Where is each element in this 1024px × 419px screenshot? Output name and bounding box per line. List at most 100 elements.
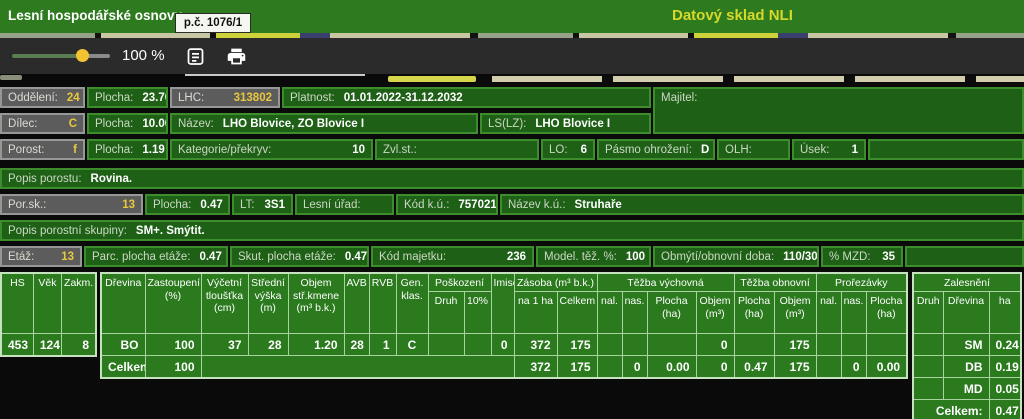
field-label: Porost:: [8, 143, 45, 156]
field-label: Oddělení:: [8, 91, 58, 104]
col-header: nal.: [815, 291, 842, 334]
col-header: Objem (m³): [695, 291, 735, 334]
horizontal-scrollbar[interactable]: [185, 74, 365, 76]
field-porsk: Por.sk.: 13: [0, 194, 143, 215]
field-label: Plocha:: [153, 198, 192, 211]
field-kod-ku: Kód k.ú.: 757021: [396, 194, 498, 215]
cell: 124: [32, 333, 63, 357]
field-value: 01.01.2022-31.12.2032: [343, 91, 463, 104]
col-group-header: Prořezávky: [815, 272, 908, 292]
field-value: f: [73, 143, 77, 156]
field-oddeleni: Oddělení: 24: [0, 87, 85, 108]
app-header: Lesní hospodářské osnovy Datový sklad NL…: [0, 0, 1024, 33]
field-popis-skupiny: Popis porostní skupiny: SM+. Smýtit.: [0, 220, 1024, 241]
col-header: nas.: [840, 291, 867, 334]
field-value: 0.47: [200, 198, 223, 211]
field-label: Kategorie/překryv:: [178, 143, 272, 156]
col-header: Výčetní tloušťka (cm): [200, 272, 249, 334]
parcel-number-badge[interactable]: p.č. 1076/1: [175, 13, 251, 33]
cell: [840, 333, 867, 356]
field-plocha-dilec: Plocha: 10.00: [87, 113, 168, 134]
cell: 1: [368, 333, 397, 356]
field-value: 1: [851, 143, 858, 156]
col-header: na 1 ha: [513, 291, 558, 334]
col-header: HS: [0, 272, 34, 334]
field-value: 23.70: [142, 91, 166, 104]
field-porost: Porost: f: [0, 139, 85, 160]
field-kod-majetku: Kód majetku: 236: [371, 246, 534, 267]
field-value: D: [700, 143, 710, 156]
field-lesni-urad: Lesní úřad:: [295, 194, 394, 215]
field-value: 1.19: [142, 143, 165, 156]
cell: [865, 333, 908, 356]
field-label: Kód k.ú.:: [404, 198, 450, 211]
field-mzd: % MZD: 35: [821, 246, 903, 267]
field-value: 236: [506, 250, 526, 263]
cell: 175: [556, 333, 598, 356]
print-icon[interactable]: [226, 46, 247, 67]
cell: [646, 333, 697, 356]
cell: 175: [773, 355, 817, 379]
field-plocha-oddeleni: Plocha: 23.70: [87, 87, 168, 108]
cell: 28: [247, 333, 289, 356]
field-label: OLH:: [725, 143, 752, 156]
cell: 0: [695, 355, 735, 379]
notes-icon[interactable]: [185, 46, 206, 67]
col-header: Zakm.: [61, 272, 97, 334]
map-fragment: [388, 76, 476, 82]
cell: 1.20: [287, 333, 345, 356]
field-zvlst: Zvl.st.:: [375, 139, 539, 160]
col-header: Celkem: [556, 291, 598, 334]
field-label: Dílec:: [8, 117, 38, 130]
cell: BO: [100, 333, 146, 356]
app-title: Datový sklad NLI: [672, 7, 793, 24]
field-empty: [905, 246, 1024, 267]
col-header: nal.: [596, 291, 623, 334]
cell: 175: [556, 355, 598, 379]
field-skut-plocha: Skut. plocha etáže: 0.47: [230, 246, 369, 267]
field-label: Lesní úřad:: [303, 198, 361, 211]
zoom-slider-thumb[interactable]: [76, 49, 89, 62]
field-value: 313802: [233, 91, 272, 104]
stand-table: Dřevina Zastoupení (%) Výčetní tloušťka …: [100, 272, 909, 379]
field-label: Plocha:: [95, 143, 134, 156]
zoom-slider[interactable]: [12, 49, 110, 62]
toolbar: 100 %: [0, 38, 1024, 74]
field-value: 13: [122, 198, 135, 211]
cell: 100: [144, 355, 202, 379]
table-row: 453 124 8: [0, 333, 97, 357]
cell: 0: [490, 333, 515, 356]
cell: SM: [942, 333, 990, 356]
field-value: 0.47: [199, 250, 222, 263]
field-plocha-porsk: Plocha: 0.47: [145, 194, 230, 215]
field-value: Struhaře: [574, 198, 622, 211]
field-label: LS(LZ):: [488, 117, 527, 130]
field-label: LO:: [549, 143, 568, 156]
field-value: 13: [61, 250, 74, 263]
hs-table: HS Věk Zakm. 453 124 8: [0, 272, 97, 357]
field-pasmo-ohrozeni: Pásmo ohrožení: D: [597, 139, 715, 160]
cell: [912, 333, 944, 356]
map-fragment: [492, 76, 1024, 82]
field-popis-porostu: Popis porostu: Rovina.: [0, 168, 1024, 189]
cell: 0.19: [988, 355, 1022, 378]
cell: [463, 333, 492, 356]
col-header: ha: [988, 291, 1022, 334]
col-header: Gen. klas.: [395, 272, 429, 334]
field-lhc: LHC: 313802: [170, 87, 280, 108]
field-label: Etáž:: [8, 250, 35, 263]
field-label: Popis porostní skupiny:: [8, 224, 127, 237]
col-header: Plocha (ha): [865, 291, 908, 334]
col-header: Objem (m³): [773, 291, 817, 334]
cell: 175: [773, 333, 817, 356]
field-usek: Úsek: 1: [792, 139, 866, 160]
page-title: Lesní hospodářské osnovy: [8, 8, 183, 23]
cell: 453: [0, 333, 34, 357]
col-header: Imise: [490, 272, 515, 334]
col-header: Druh: [427, 291, 465, 334]
field-label: Název:: [178, 117, 214, 130]
zoom-level-label: 100 %: [122, 47, 165, 64]
cell: [815, 355, 842, 379]
cell: [596, 333, 623, 356]
